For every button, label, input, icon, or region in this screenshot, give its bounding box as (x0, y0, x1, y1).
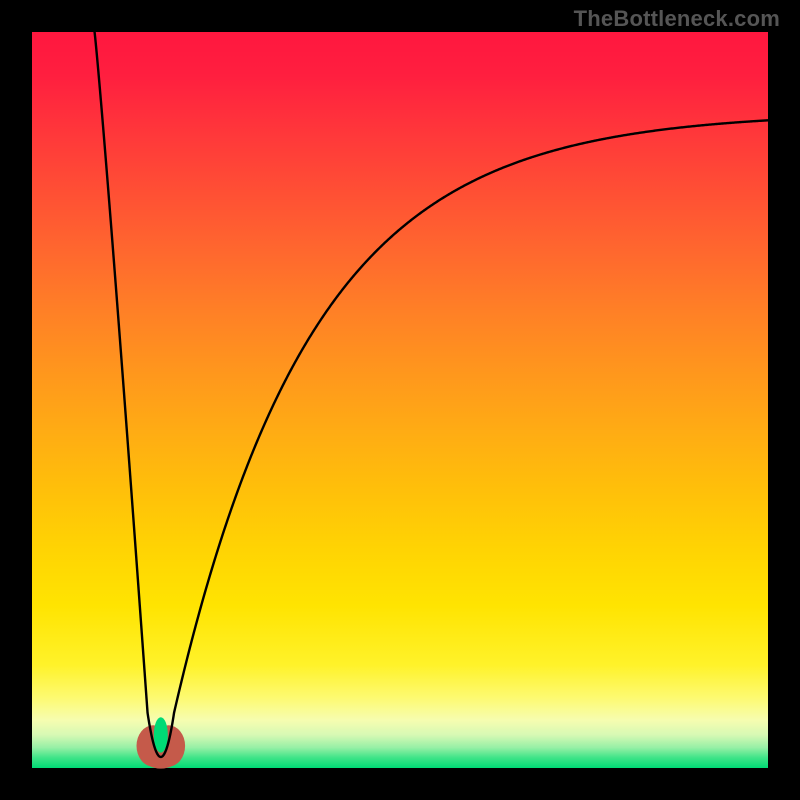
watermark-text: TheBottleneck.com (574, 6, 780, 32)
plot-svg (0, 0, 800, 800)
chart-root: TheBottleneck.com (0, 0, 800, 800)
